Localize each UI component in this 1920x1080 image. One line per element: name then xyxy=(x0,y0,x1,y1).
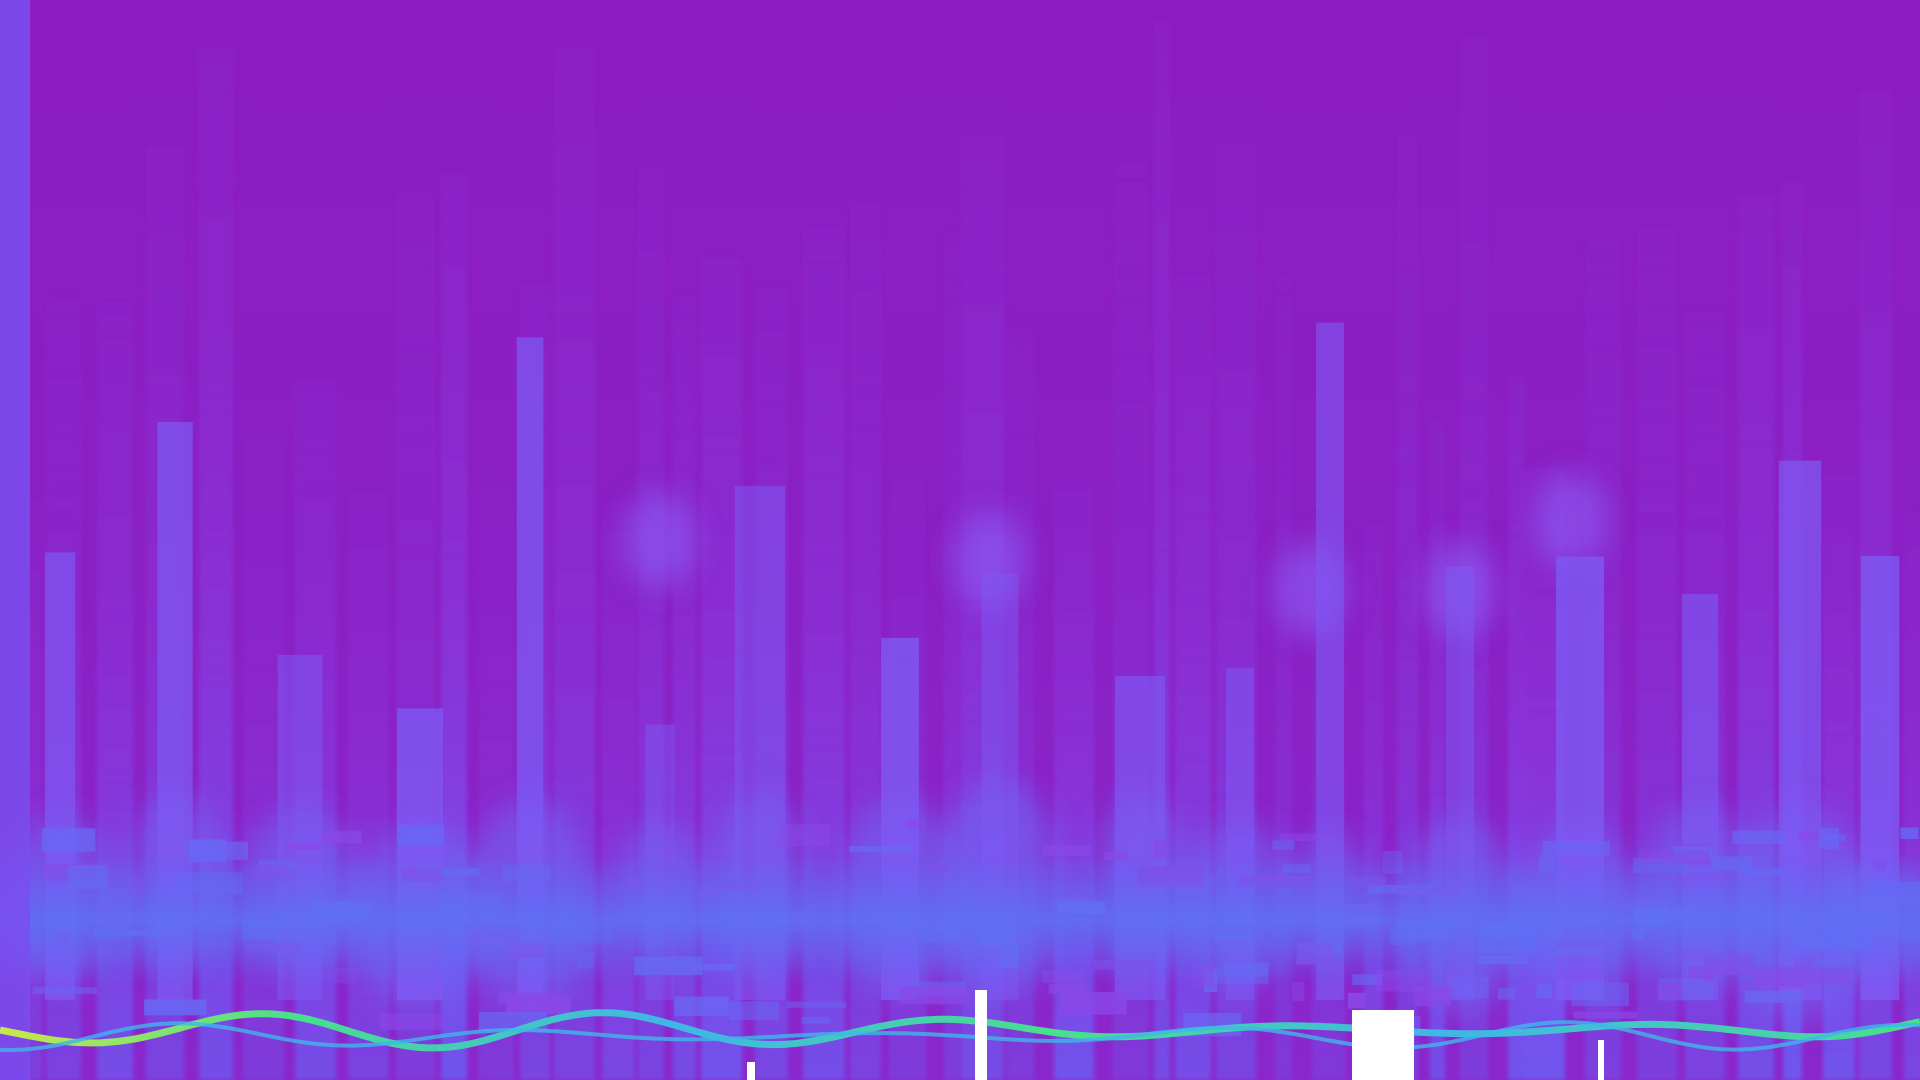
step-fragment xyxy=(674,996,729,1016)
step-fragment xyxy=(1292,981,1305,1001)
step-fragment xyxy=(1732,830,1786,844)
spectral-column xyxy=(1364,523,1383,1080)
spectral-column xyxy=(1904,511,1920,1080)
step-fragment xyxy=(786,1001,847,1008)
step-fragment xyxy=(1797,831,1825,841)
step-fragment xyxy=(729,1001,780,1021)
step-fragment xyxy=(1059,992,1127,1015)
spectral-column xyxy=(1397,135,1418,1080)
step-fragment xyxy=(1657,982,1682,999)
step-fragment xyxy=(1042,845,1090,856)
step-fragment xyxy=(1153,840,1169,858)
step-fragment xyxy=(379,1013,445,1030)
step-fragment xyxy=(1347,992,1366,1009)
step-fragment xyxy=(1498,988,1516,1000)
step-fragment xyxy=(776,824,831,847)
spectral-column xyxy=(602,500,635,1080)
waveform-line-secondary xyxy=(0,1020,1920,1052)
step-fragment xyxy=(1744,990,1801,1003)
gap-white-3 xyxy=(747,1062,755,1080)
step-fragment xyxy=(409,826,431,842)
step-fragment xyxy=(1048,983,1087,994)
low-frequency-band xyxy=(0,855,1920,985)
step-fragment xyxy=(397,824,445,846)
step-fragment xyxy=(1819,827,1839,850)
step-fragment xyxy=(899,986,971,1005)
step-fragment xyxy=(1900,827,1919,839)
step-fragment xyxy=(321,830,362,844)
glow-spot xyxy=(1534,472,1606,568)
bottom-gaps xyxy=(747,990,1604,1080)
gap-white-2 xyxy=(1352,1010,1414,1080)
gap-white-4 xyxy=(1598,1040,1604,1080)
step-fragment xyxy=(506,996,571,1015)
step-fragment xyxy=(1572,1011,1638,1019)
step-fragment xyxy=(1536,984,1552,999)
step-fragment xyxy=(1415,986,1452,1006)
step-fragment xyxy=(1571,982,1629,1007)
step-fragment xyxy=(144,999,207,1016)
glow-spot xyxy=(954,512,1026,608)
step-fragment xyxy=(1279,833,1319,842)
step-fragment xyxy=(284,843,321,851)
step-fragment xyxy=(41,828,96,852)
step-fragment xyxy=(1272,840,1295,850)
step-fragment xyxy=(1542,840,1610,856)
step-fragment xyxy=(801,1017,830,1024)
waveform-ribbon xyxy=(0,1009,1920,1052)
gap-white-1 xyxy=(975,990,987,1080)
step-fragment xyxy=(849,846,912,853)
glow-spot xyxy=(624,492,696,588)
step-fragment xyxy=(33,987,98,994)
left-edge-strip xyxy=(0,0,30,1080)
step-fragment xyxy=(905,820,926,828)
